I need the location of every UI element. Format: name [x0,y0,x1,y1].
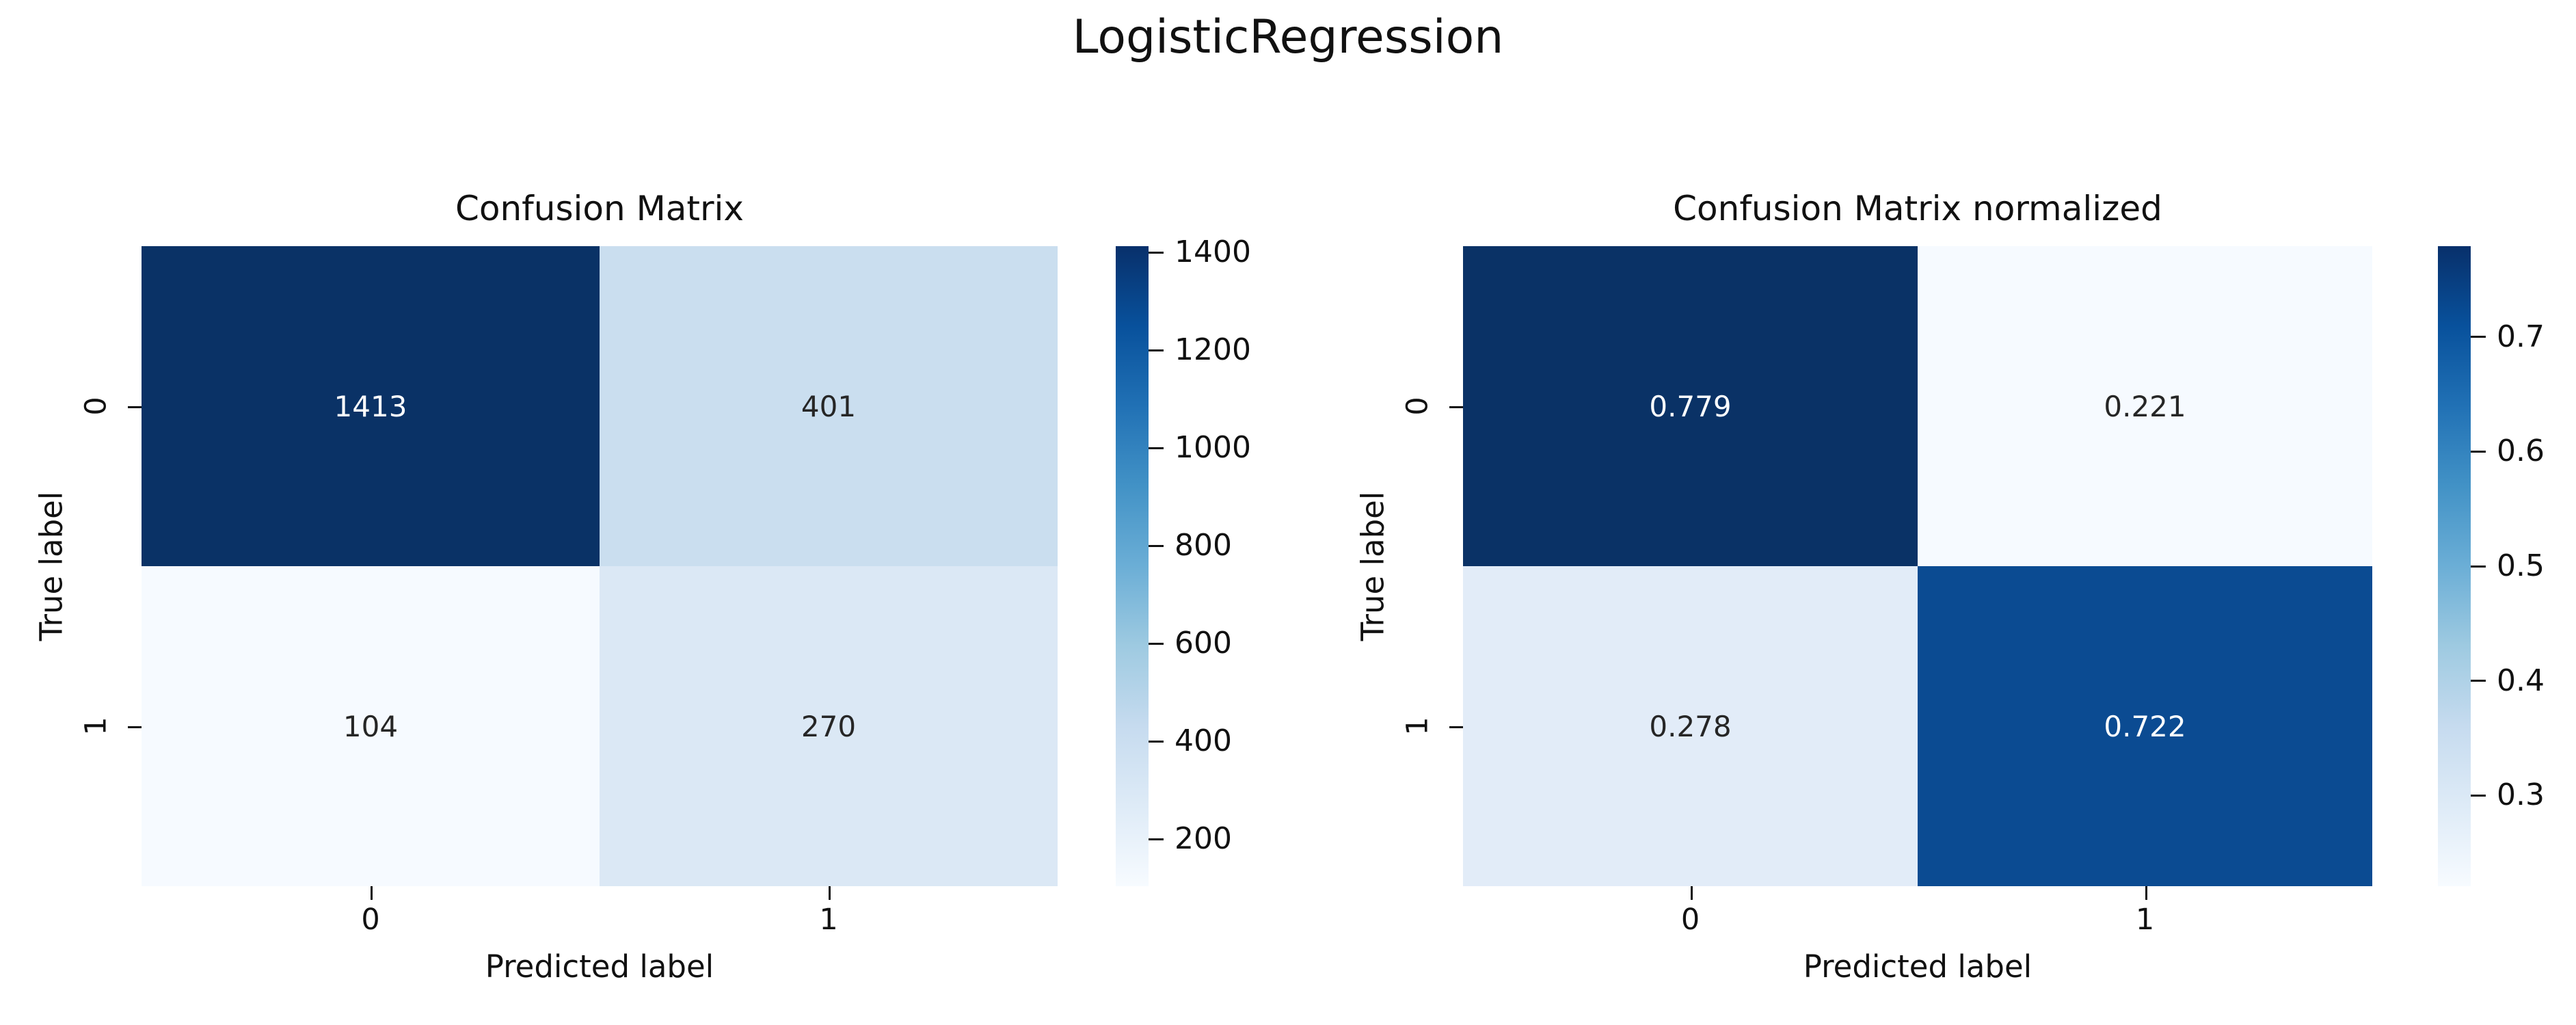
colorbar-tick-mark [1149,544,1164,547]
colorbar-tick-label: 1400 [1175,235,1251,270]
confusion-matrix-normalized-panel: Confusion Matrix normalized 0.779 0.221 … [1355,191,2545,982]
colorbar-tick-mark [1149,251,1164,254]
colorbar-tick-label: 600 [1175,626,1232,661]
colorbar: 0.7 0.6 0.5 0.4 0.3 [2438,246,2545,886]
colorbar-tick-label: 0.4 [2497,663,2545,698]
colorbar-tick: 0.6 [2471,436,2545,466]
matrix-cell: 0.779 [1463,246,1918,566]
colorbar-tick: 600 [1149,628,1232,658]
y-tick-label: 1 [79,717,113,736]
y-tick-label: 0 [1400,397,1435,416]
heatmap: 1413 401 104 270 [142,246,1058,886]
matrix-cell: 0.722 [1918,566,2372,886]
colorbar-tick-label: 200 [1175,821,1232,857]
colorbar-tick-mark [2471,336,2486,338]
colorbar-tick-mark [1149,740,1164,743]
colorbar-tick-label: 1000 [1175,430,1251,466]
colorbar-tick: 1200 [1149,335,1251,365]
colorbar-tick-label: 0.3 [2497,777,2545,813]
y-axis-label: True label [1354,491,1391,641]
x-axis-label: Predicted label [1803,948,2032,985]
x-axis-label: Predicted label [485,948,714,985]
colorbar-tick-label: 0.6 [2497,434,2545,469]
x-tick-label: 0 [1680,903,1700,937]
colorbar-tick-mark [2471,450,2486,453]
axes-title: Confusion Matrix normalized [1673,189,2162,228]
colorbar-tick-label: 0.5 [2497,548,2545,583]
confusion-matrix-panel: Confusion Matrix 1413 401 104 270 0 1 0 … [33,191,1251,982]
matrix-cell: 270 [600,566,1058,886]
y-tick-mark [1449,406,1463,408]
y-axis-label: True label [33,491,70,641]
matrix-cell: 1413 [142,246,600,566]
colorbar-tick: 200 [1149,824,1232,854]
colorbar-tick: 1000 [1149,433,1251,463]
y-tick-label: 1 [1400,717,1435,736]
colorbar-tick-mark [2471,794,2486,797]
matrix-cell: 401 [600,246,1058,566]
figure-title: LogisticRegression [1072,10,1504,64]
colorbar-tick: 0.3 [2471,780,2545,810]
matrix-cell: 0.221 [1918,246,2372,566]
colorbar: 1400 1200 1000 800 600 400 200 [1116,237,1251,886]
y-tick-mark [128,726,142,728]
x-tick-mark [829,886,831,900]
colorbar-tick-label: 800 [1175,528,1232,563]
y-tick-mark [1449,726,1463,728]
colorbar-tick: 1400 [1149,237,1251,267]
x-tick-mark [2145,886,2147,900]
x-tick-label: 1 [819,903,838,937]
y-tick-mark [128,406,142,408]
colorbar-tick: 0.7 [2471,319,2545,354]
colorbar-tick: 400 [1149,726,1232,756]
y-tick-label: 0 [79,397,113,416]
colorbar-tick-mark [1149,838,1164,840]
matrix-cell: 104 [142,566,600,886]
matrix-cell: 0.278 [1463,566,1918,886]
colorbar-tick-mark [2471,680,2486,682]
colorbar-tick: 800 [1149,531,1232,561]
colorbar-tick-label: 1200 [1175,332,1251,368]
x-tick-label: 0 [361,903,380,937]
colorbar-tick-mark [2471,565,2486,568]
colorbar-tick-label: 0.7 [2497,319,2545,354]
colorbar-tick-mark [1149,349,1164,351]
colorbar-tick-label: 400 [1175,723,1232,759]
colorbar-tick-mark [1149,642,1164,645]
heatmap: 0.779 0.221 0.278 0.722 [1463,246,2372,886]
x-tick-mark [371,886,373,900]
x-tick-label: 1 [2135,903,2155,937]
colorbar-tick: 0.4 [2471,663,2545,698]
colorbar-tick: 0.5 [2471,551,2545,581]
x-tick-mark [1690,886,1693,900]
colorbar-tick-mark [1149,447,1164,449]
axes-title: Confusion Matrix [455,189,744,228]
